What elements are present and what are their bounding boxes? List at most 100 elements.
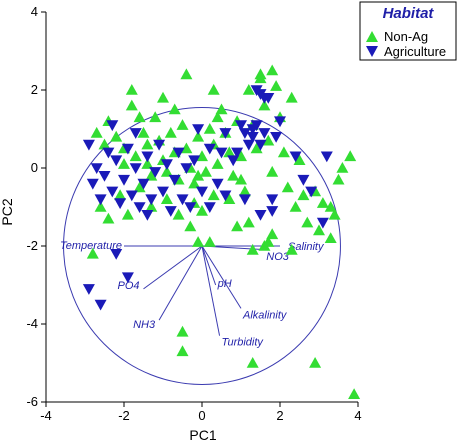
point-non-ag [203,236,216,247]
point-non-ag [98,138,111,150]
point-non-ag [141,138,154,150]
point-non-ag [266,165,279,177]
point-agriculture [141,210,154,221]
point-non-ag [348,388,361,399]
point-agriculture [106,120,119,132]
point-agriculture [211,178,224,190]
x-tick-label: -4 [40,408,52,423]
point-agriculture [94,194,107,206]
point-agriculture [118,174,130,186]
point-non-ag [176,119,189,130]
point-non-ag [192,236,205,247]
legend-box [359,1,457,61]
vector-label-salinity: Salinity [288,241,325,253]
point-agriculture [153,139,166,151]
point-agriculture [164,206,177,217]
point-agriculture [160,159,173,171]
point-non-ag [254,68,267,80]
point-non-ag [199,165,212,177]
point-non-ag [168,103,181,115]
y-axis-title: PC2 [0,198,15,225]
point-non-ag [262,236,275,247]
point-non-ag [285,243,298,255]
point-non-ag [285,91,298,103]
point-non-ag [160,165,173,177]
x-tick-label: 2 [276,408,283,423]
legend-triangle-down-icon [366,46,378,57]
point-agriculture [203,202,216,213]
point-non-ag [328,208,341,220]
x-tick-label: 0 [198,408,205,423]
point-non-ag [176,345,189,357]
point-non-ag [258,99,271,111]
vector-ph [201,245,217,286]
point-non-ag [277,146,290,158]
point-agriculture [270,132,283,143]
point-non-ag [164,126,177,138]
point-agriculture [82,284,95,295]
point-non-ag [223,146,236,158]
point-agriculture [254,139,267,151]
vector-alkalinity [201,245,242,309]
vector-label-no3: NO3 [266,251,290,263]
point-agriculture [246,132,259,143]
point-non-ag [157,91,169,103]
point-non-ag [86,247,99,259]
point-non-ag [192,169,205,181]
point-non-ag [160,193,173,204]
y-tick-label: 4 [31,4,38,19]
point-agriculture [297,174,310,186]
point-agriculture [157,186,169,198]
point-agriculture [184,202,197,213]
point-agriculture [238,128,251,139]
correlation-circle-layer [63,107,341,385]
points-layer [82,64,361,399]
point-agriculture [82,139,95,151]
legend-triangle-up-icon [366,31,378,42]
point-non-ag [137,126,150,138]
point-non-ag [266,64,279,76]
y-tick-label: 0 [31,160,38,175]
point-non-ag [133,181,146,193]
point-agriculture [141,151,154,163]
point-non-ag [262,134,275,146]
legend-label-agriculture: Agriculture [384,44,446,59]
point-agriculture [266,206,279,217]
point-non-ag [90,126,103,138]
point-agriculture [114,198,127,210]
point-non-ag [242,216,255,228]
point-non-ag [270,80,283,91]
point-non-ag [94,201,107,212]
point-agriculture [129,163,142,174]
point-agriculture [231,147,244,159]
point-non-ag [114,189,127,201]
legend: Habitat Non-Ag Agriculture [359,1,457,61]
y-tick-label: -6 [26,394,38,409]
point-non-ag [297,189,310,201]
x-tick-label: -2 [118,408,130,423]
point-agriculture [192,124,205,135]
point-non-ag [129,150,142,162]
correlation-circle [63,107,341,385]
point-agriculture [86,178,99,190]
vector-label-turbidity: Turbidity [222,337,265,349]
vector-label-alkalinity: Alkalinity [242,309,288,321]
point-agriculture [125,190,138,202]
point-non-ag [125,84,138,95]
point-agriculture [219,128,232,139]
point-agriculture [110,249,123,260]
point-non-ag [118,158,130,169]
point-agriculture [145,194,158,206]
point-non-ag [238,185,251,197]
point-agriculture [188,155,201,167]
point-non-ag [231,220,244,232]
point-agriculture [242,139,255,151]
point-non-ag [121,208,134,220]
point-agriculture [305,186,318,198]
point-agriculture [262,93,275,104]
point-non-ag [332,173,345,185]
point-agriculture [320,151,333,163]
y-tick-label: 2 [31,82,38,97]
point-non-ag [176,325,189,337]
